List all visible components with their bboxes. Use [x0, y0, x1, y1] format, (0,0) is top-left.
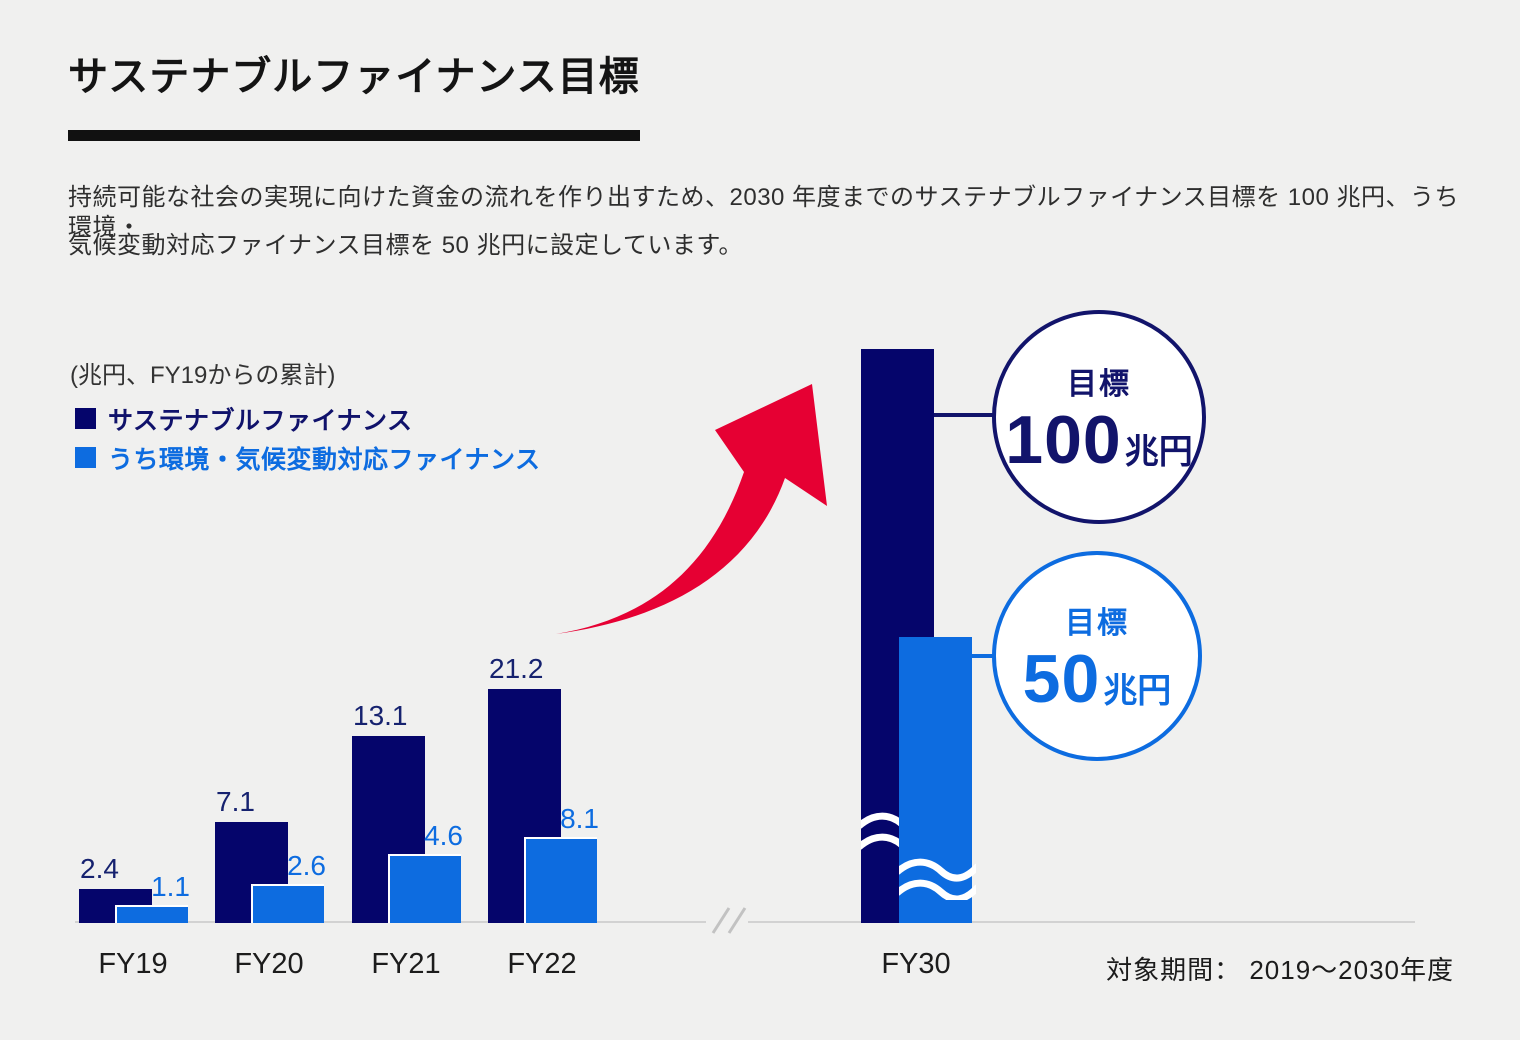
x-axis-label-FY30: FY30 — [881, 948, 951, 980]
bar-FY19-environment — [115, 905, 188, 923]
axis-break-icon — [706, 907, 748, 934]
target-50-unit: 兆円 — [1103, 672, 1172, 710]
description-line-1: 持続可能な社会の実現に向けた資金の流れを作り出すため、2030 年度までのサステ… — [68, 184, 1459, 241]
target-badge-100: 目標 100 兆円 — [992, 310, 1206, 524]
value-label-FY21-sustainable: 13.1 — [353, 700, 408, 731]
target-badge-50: 目標 50 兆円 — [992, 551, 1202, 761]
axis-break-wave-icon — [899, 858, 976, 900]
x-axis-label-FY21: FY21 — [371, 948, 441, 980]
target-connector-100 — [920, 413, 996, 417]
bar-FY22-environment — [524, 837, 597, 923]
legend-label-sustainable: サステナブルファイナンス — [108, 406, 413, 435]
period-note: 対象期間： 2019～2030年度 — [1106, 955, 1454, 985]
x-axis-label-FY22: FY22 — [507, 948, 577, 980]
value-label-FY19-sustainable: 2.4 — [80, 853, 119, 884]
chart-unit-note: (兆円、FY19からの累計) — [70, 362, 336, 389]
legend-label-environment: うち環境・気候変動対応ファイナンス — [108, 445, 541, 474]
legend-item-sustainable: サステナブルファイナンス — [75, 399, 541, 438]
target-100-label: 目標 — [1067, 368, 1131, 401]
page-title: サステナブルファイナンス目標 — [68, 55, 640, 99]
x-axis-label-FY20: FY20 — [234, 948, 304, 980]
value-label-FY22-environment: 8.1 — [560, 803, 599, 834]
bar-FY30-environment — [899, 637, 976, 923]
value-label-FY21-environment: 4.6 — [424, 820, 463, 851]
chart-legend: サステナブルファイナンス うち環境・気候変動対応ファイナンス — [75, 399, 541, 477]
target-50-value: 50 — [1022, 641, 1101, 717]
x-axis-label-FY19: FY19 — [98, 948, 168, 980]
legend-item-environment: うち環境・気候変動対応ファイナンス — [75, 438, 541, 477]
value-label-FY22-sustainable: 21.2 — [489, 653, 544, 684]
description-line-2: 気候変動対応ファイナンス目標を 50 兆円に設定しています。 — [68, 232, 743, 259]
target-connector-50 — [950, 654, 996, 658]
bar-FY21-environment — [388, 854, 461, 923]
bar-FY20-environment — [251, 884, 324, 923]
target-100-value: 100 — [1005, 402, 1122, 478]
value-label-FY20-sustainable: 7.1 — [216, 786, 255, 817]
title-underline — [68, 130, 640, 141]
legend-swatch-blue-icon — [75, 447, 96, 468]
legend-swatch-navy-icon — [75, 408, 96, 429]
growth-arrow-icon — [556, 384, 827, 634]
value-label-FY19-environment: 1.1 — [151, 871, 190, 902]
target-100-unit: 兆円 — [1124, 433, 1193, 471]
value-label-FY20-environment: 2.6 — [287, 850, 326, 881]
target-50-label: 目標 — [1065, 607, 1129, 640]
